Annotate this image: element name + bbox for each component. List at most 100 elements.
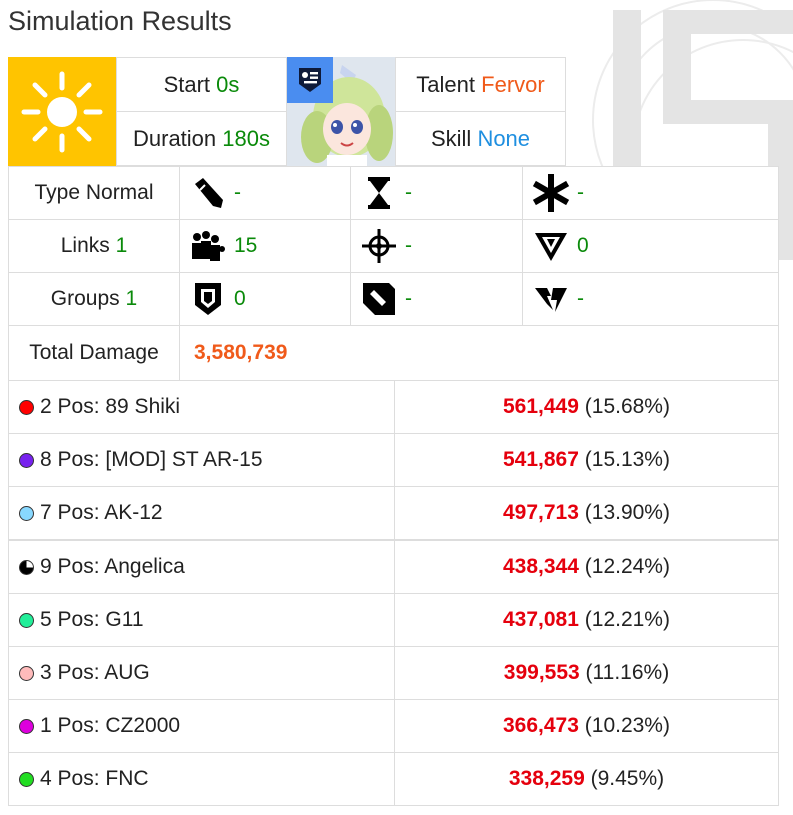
shield-icon (188, 279, 228, 319)
duration-cell: Duration 180s (116, 111, 287, 166)
doll-name: 8 Pos: [MOD] ST AR-15 (40, 448, 263, 471)
damage-row-value-cell: 437,081 (12.21%) (394, 593, 779, 647)
doll-color-dot-icon (19, 771, 34, 787)
stat-cell-shell: - (350, 272, 523, 326)
damage-percent: (15.13%) (584, 448, 670, 471)
damage-value: 366,473 (503, 714, 579, 737)
damage-percent: (9.45%) (590, 767, 665, 790)
damage-percent: (12.24%) (584, 555, 670, 578)
damage-value: 561,449 (503, 395, 579, 418)
damage-value: 438,344 (503, 555, 579, 578)
talent-value: Fervor (481, 71, 545, 97)
doll-name: 7 Pos: AK-12 (40, 501, 163, 524)
damage-value: 497,713 (503, 501, 579, 524)
stat-value: 0 (577, 234, 589, 257)
total-damage-label-cell: Total Damage (8, 325, 180, 381)
start-value: 0s (216, 71, 240, 97)
damage-row-value-cell: 366,473 (10.23%) (394, 699, 779, 753)
stat-cell-armor-pierce: 0 (522, 219, 779, 273)
duration-label: Duration (133, 125, 217, 151)
damage-value: 541,867 (503, 448, 579, 471)
groups-cell: Groups 1 (8, 272, 180, 326)
damage-value: 399,553 (503, 661, 580, 684)
stat-cell-bullet: - (179, 166, 351, 220)
damage-row-name-cell: 9 Pos: Angelica (8, 540, 395, 594)
damage-row-name-cell: 8 Pos: [MOD] ST AR-15 (8, 433, 395, 487)
sun-tile (8, 57, 116, 166)
doll-color-dot-icon (19, 452, 34, 468)
page-title: Simulation Results (8, 6, 232, 36)
asterisk-icon (531, 173, 571, 213)
stat-value: 15 (234, 234, 258, 257)
duration-value: 180s (222, 125, 270, 151)
stat-cell-hourglass: - (350, 166, 523, 220)
damage-row-name-cell: 3 Pos: AUG (8, 646, 395, 700)
doll-name: 3 Pos: AUG (40, 661, 150, 684)
skill-value: None (477, 125, 531, 151)
total-damage-value: 3,580,739 (194, 341, 288, 364)
hourglass-icon (359, 173, 399, 213)
doll-name: 4 Pos: FNC (40, 767, 149, 790)
total-damage-value-cell: 3,580,739 (179, 325, 779, 381)
stat-value: 0 (234, 287, 246, 310)
stat-value: - (405, 287, 412, 310)
links-label: Links (60, 234, 110, 257)
broken-chevron-icon (531, 279, 571, 319)
groups-label: Groups (50, 287, 120, 310)
doll-name: 9 Pos: Angelica (40, 555, 185, 578)
stat-cell-broken-chevron: - (522, 272, 779, 326)
armor-pierce-icon (531, 226, 571, 266)
damage-row-value-cell: 561,449 (15.68%) (394, 380, 779, 434)
sun-icon (21, 71, 103, 152)
start-label: Start (163, 71, 211, 97)
damage-row-value-cell: 399,553 (11.16%) (394, 646, 779, 700)
damage-value: 437,081 (503, 608, 579, 631)
type-label: Type (34, 181, 80, 204)
total-damage-label: Total Damage (29, 341, 159, 364)
damage-row-value-cell: 497,713 (13.90%) (394, 486, 779, 540)
stat-cell-shield: 0 (179, 272, 351, 326)
damage-row-value-cell: 541,867 (15.13%) (394, 433, 779, 487)
crosshair-icon (359, 226, 399, 266)
damage-row-name-cell: 4 Pos: FNC (8, 752, 395, 806)
stat-cell-crosshair: - (350, 219, 523, 273)
stat-value: - (405, 181, 412, 204)
doll-color-dot-icon (19, 505, 34, 521)
stat-cell-group: 15 (179, 219, 351, 273)
stat-value: - (577, 287, 584, 310)
damage-row-value-cell: 338,259 (9.45%) (394, 752, 779, 806)
doll-name: 5 Pos: G11 (40, 608, 144, 631)
stat-value: - (577, 181, 584, 204)
skill-label: Skill (430, 125, 472, 151)
damage-row-name-cell: 1 Pos: CZ2000 (8, 699, 395, 753)
damage-percent: (13.90%) (584, 501, 670, 524)
doll-color-dot-icon (19, 559, 34, 575)
groups-value: 1 (125, 287, 138, 310)
damage-row-name-cell: 2 Pos: 89 Shiki (8, 380, 395, 434)
links-value: 1 (115, 234, 128, 257)
talent-label: Talent (416, 71, 476, 97)
doll-name: 2 Pos: 89 Shiki (40, 395, 181, 418)
bullet-icon (188, 173, 228, 213)
talent-cell: Talent Fervor (395, 57, 566, 112)
shotgun-shell-icon (359, 279, 399, 319)
damage-row-value-cell: 438,344 (12.24%) (394, 540, 779, 594)
damage-percent: (10.23%) (584, 714, 670, 737)
start-cell: Start 0s (116, 57, 287, 112)
rank-badge-icon (287, 57, 333, 103)
stat-value: - (234, 181, 241, 204)
doll-color-dot-icon (19, 718, 34, 734)
doll-name: 1 Pos: CZ2000 (40, 714, 181, 737)
damage-value: 338,259 (508, 767, 585, 790)
commander-portrait (287, 57, 395, 166)
damage-row-name-cell: 7 Pos: AK-12 (8, 486, 395, 540)
damage-percent: (11.16%) (585, 661, 670, 684)
damage-percent: (15.68%) (584, 395, 670, 418)
stat-cell-asterisk: - (522, 166, 779, 220)
type-cell: Type Normal (8, 166, 180, 220)
damage-percent: (12.21%) (584, 608, 670, 631)
type-value: Normal (85, 181, 154, 204)
skill-cell: Skill None (395, 111, 566, 166)
stat-value: - (405, 234, 412, 257)
doll-color-dot-icon (19, 399, 34, 415)
